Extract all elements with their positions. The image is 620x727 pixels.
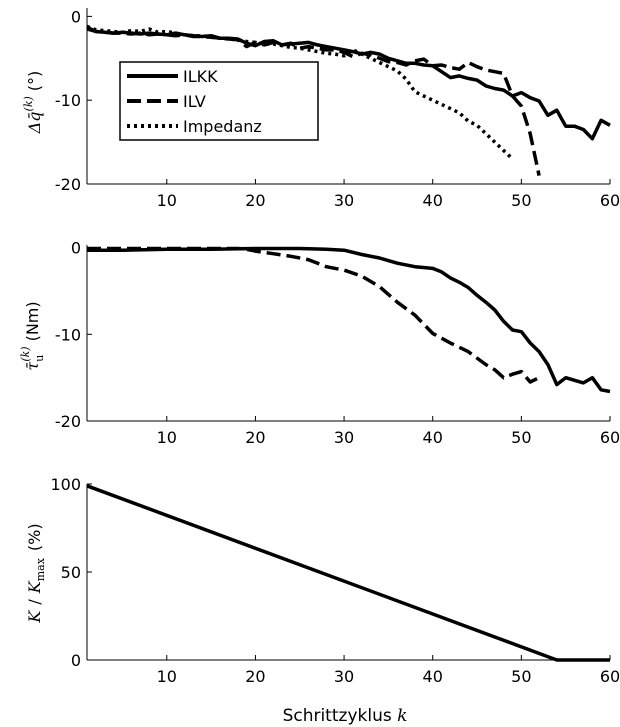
panel-1-y-tick-label: 0 (71, 7, 81, 26)
panel-1-x-tick-label: 50 (511, 191, 531, 210)
panel-2-y-tick-label: -20 (55, 412, 81, 431)
panel-2: 10 20 30 40 50 60 0 -10 -20 τ̄u(k)(Nm) (19, 239, 620, 447)
panel-1-axes: 10 20 30 40 50 60 0 -10 -20 (55, 7, 620, 210)
panel-1-x-tick-label: 10 (157, 191, 177, 210)
legend: ILKK ILV Impedanz (119, 61, 319, 141)
panel-1-x-tick-label: 60 (600, 191, 620, 210)
panel-2-ylabel: τ̄u(k)(Nm) (19, 301, 46, 370)
panel-1-x-tick-label: 30 (334, 191, 354, 210)
panel-2-series-ilv (87, 246, 540, 384)
panel-1-x-tick-label: 40 (423, 191, 443, 210)
panel-1: 10 20 30 40 50 60 0 -10 -20 Δq̄(k)(°) ILKK ILV I… (22, 7, 620, 210)
panel-2-x-tick-label: 30 (334, 428, 354, 447)
panel-1-series-ilv (86, 27, 541, 176)
panel-2-y-tick-label: 0 (71, 239, 81, 258)
panel-3-y-tick-label: 100 (50, 475, 81, 494)
panel-2-y-tick-label: -10 (55, 325, 81, 344)
panel-2-series (87, 246, 611, 394)
panel-2-x-tick-label: 10 (157, 428, 177, 447)
panel-3-y-tick-label: 50 (61, 563, 81, 582)
panel-3-axes: 10 20 30 40 50 60 100 50 0 (50, 475, 620, 686)
x-axis-label: Schrittzyklus k (283, 706, 408, 726)
panel-2-axes: 10 20 30 40 50 60 0 -10 -20 (55, 239, 620, 447)
panel-3-x-tick-label: 50 (511, 667, 531, 686)
panel-3-x-tick-label: 40 (423, 667, 443, 686)
panel-3-x-tick-label: 60 (600, 667, 620, 686)
panel-1-series (86, 24, 611, 176)
legend-label-ilkk: ILKK (183, 67, 218, 86)
panel-3-x-tick-label: 20 (245, 667, 265, 686)
panel-3-series-ilkk (86, 484, 610, 662)
panel-3-ylabel: K/Kmax(%) (25, 523, 47, 623)
panel-3-series (86, 484, 610, 662)
panel-1-y-tick-label: -20 (55, 175, 81, 194)
legend-label-ilv: ILV (183, 92, 206, 111)
panel-1-series-impedanz (86, 24, 514, 161)
panel-3-x-tick-label: 30 (334, 667, 354, 686)
panel-1-y-tick-label: -10 (55, 91, 81, 110)
panel-2-x-tick-label: 20 (245, 428, 265, 447)
panel-2-x-tick-label: 50 (511, 428, 531, 447)
panel-1-ylabel: Δq̄(k)(°) (22, 71, 44, 135)
panel-2-series-ilkk (87, 246, 611, 394)
panel-3-x-tick-label: 10 (157, 667, 177, 686)
panel-2-x-tick-label: 60 (600, 428, 620, 447)
panel-3-y-tick-label: 0 (71, 651, 81, 670)
panel-2-x-tick-label: 40 (423, 428, 443, 447)
panel-1-x-tick-label: 20 (245, 191, 265, 210)
panel-3: 10 20 30 40 50 60 100 50 0 K/Kmax(%) Schrittzykl… (25, 475, 620, 726)
legend-label-impedanz: Impedanz (183, 117, 262, 136)
